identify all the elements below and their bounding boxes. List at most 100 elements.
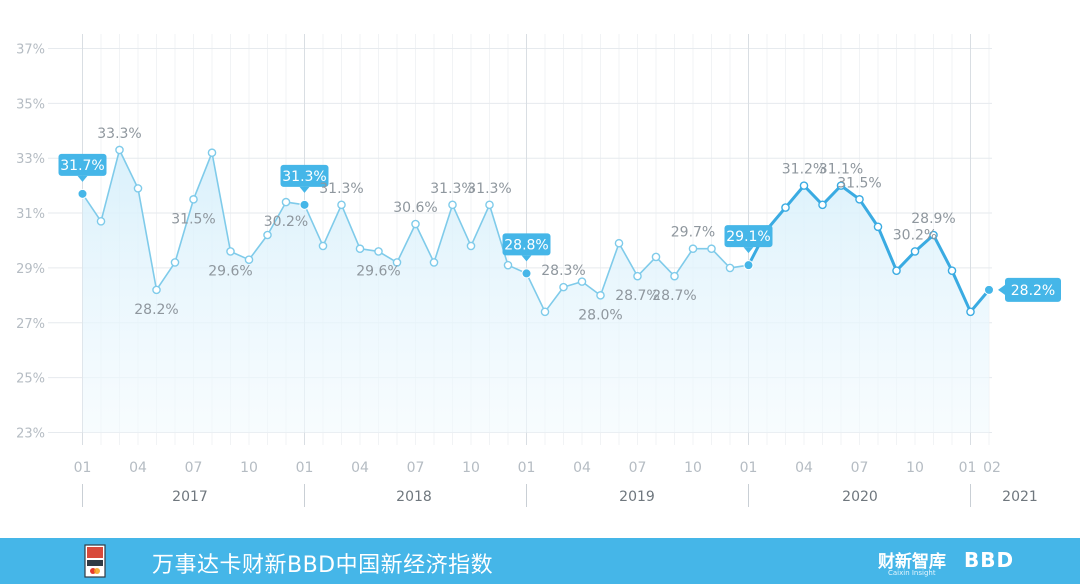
data-point xyxy=(781,203,790,212)
series-line-segment xyxy=(655,256,676,277)
series-line-segment xyxy=(396,223,417,264)
value-label: 28.3% xyxy=(541,263,585,279)
series-line-segment xyxy=(248,234,269,261)
callout-value-label: 31.7% xyxy=(60,158,104,174)
series-line-segment xyxy=(81,193,102,223)
data-point xyxy=(226,247,235,256)
bbd-logo: BBD xyxy=(964,548,1015,572)
value-label: 33.3% xyxy=(97,126,141,142)
data-point xyxy=(392,258,402,267)
callout-box xyxy=(280,164,329,187)
y-tick-label: 37% xyxy=(16,42,45,57)
data-point xyxy=(855,195,864,204)
data-point xyxy=(115,145,124,155)
series-line-segment xyxy=(599,242,620,297)
x-tick-label: 07 xyxy=(407,460,425,476)
data-point xyxy=(836,181,846,190)
data-point xyxy=(411,219,420,229)
data-point xyxy=(318,241,328,251)
series-line-segment xyxy=(322,204,343,247)
callout-pointer xyxy=(998,284,1005,295)
data-point xyxy=(818,200,827,210)
x-tick-label: 10 xyxy=(906,460,924,476)
data-point xyxy=(152,285,161,295)
data-point xyxy=(947,266,957,275)
value-label: 30.2% xyxy=(893,227,937,243)
y-tick-label: 35% xyxy=(16,97,45,112)
series-line-segment xyxy=(100,149,121,223)
area-fill xyxy=(82,149,989,433)
x-tick-label: 01 xyxy=(296,460,314,476)
callout-box xyxy=(502,233,551,256)
callout-pointer xyxy=(77,175,88,182)
x-tick-label: 10 xyxy=(462,460,480,476)
data-point xyxy=(799,181,809,190)
value-label: 29.6% xyxy=(208,263,252,279)
x-tick-label: 04 xyxy=(351,460,369,476)
y-tick-label: 23% xyxy=(16,427,45,442)
data-point xyxy=(189,195,198,204)
data-point xyxy=(466,241,476,251)
data-point xyxy=(540,307,550,317)
value-label: 31.3% xyxy=(319,181,363,197)
data-point xyxy=(910,247,920,256)
caixin-insight-subtitle: Caixin Insight xyxy=(888,569,936,577)
footer-bar: 万事达卡财新BBD中国新经济指数 财新智库 Caixin Insight BBD xyxy=(0,538,1080,584)
x-tick-label: 07 xyxy=(851,460,869,476)
series-line-segment xyxy=(525,272,546,313)
series-line-segment xyxy=(155,261,176,291)
series-line-segment xyxy=(451,204,472,247)
caixin-insight-logo: 财新智库 xyxy=(878,552,946,572)
value-label: 29.7% xyxy=(671,225,715,241)
callout-pointer xyxy=(743,247,754,254)
callout-value-label: 28.2% xyxy=(1011,283,1055,299)
data-point-highlight xyxy=(984,284,994,295)
x-tick-label: 07 xyxy=(185,460,203,476)
y-tick-label: 29% xyxy=(16,262,45,277)
data-point xyxy=(503,260,513,270)
x-tick-label: 02 xyxy=(983,460,1001,476)
data-point xyxy=(337,200,346,210)
value-label: 30.6% xyxy=(393,200,437,216)
data-point xyxy=(559,282,568,292)
index-logo-icon xyxy=(84,544,106,578)
data-point xyxy=(688,244,698,254)
series-line-segment xyxy=(784,184,806,210)
series-line-segment xyxy=(192,151,213,201)
y-tick-label: 27% xyxy=(16,317,45,332)
x-tick-label: 07 xyxy=(629,460,647,476)
series-line-segment xyxy=(821,184,843,207)
data-point xyxy=(133,184,143,193)
callout-box xyxy=(58,153,107,176)
data-point-highlight xyxy=(521,268,532,279)
callout-value-label: 28.8% xyxy=(504,237,548,253)
value-label: 29.6% xyxy=(356,263,400,279)
data-point xyxy=(892,266,901,275)
data-point xyxy=(263,230,272,240)
series-line-segment xyxy=(433,204,454,264)
series-line-segment xyxy=(174,198,195,264)
data-point xyxy=(485,200,494,210)
data-point xyxy=(707,244,716,254)
series-line-segment xyxy=(470,204,491,247)
year-label: 2021 xyxy=(1002,489,1038,505)
data-point xyxy=(448,200,457,210)
data-point xyxy=(429,258,439,267)
data-point xyxy=(96,216,106,226)
x-tick-label: 01 xyxy=(959,460,977,476)
series-line-segment xyxy=(932,233,954,273)
data-point xyxy=(244,255,254,264)
year-label: 2019 xyxy=(619,489,655,505)
data-point xyxy=(725,263,735,273)
series-line-segment xyxy=(802,184,824,207)
callout-value-label: 29.1% xyxy=(726,229,770,245)
data-point xyxy=(966,307,975,317)
value-label: 31.5% xyxy=(837,175,881,191)
value-label: 28.9% xyxy=(911,211,955,227)
callout-box xyxy=(724,225,773,248)
data-point-highlight xyxy=(77,188,88,199)
value-label: 28.7% xyxy=(652,288,696,304)
callout-pointer xyxy=(299,186,310,193)
callout-pointer xyxy=(521,255,532,262)
x-tick-label: 01 xyxy=(518,460,536,476)
